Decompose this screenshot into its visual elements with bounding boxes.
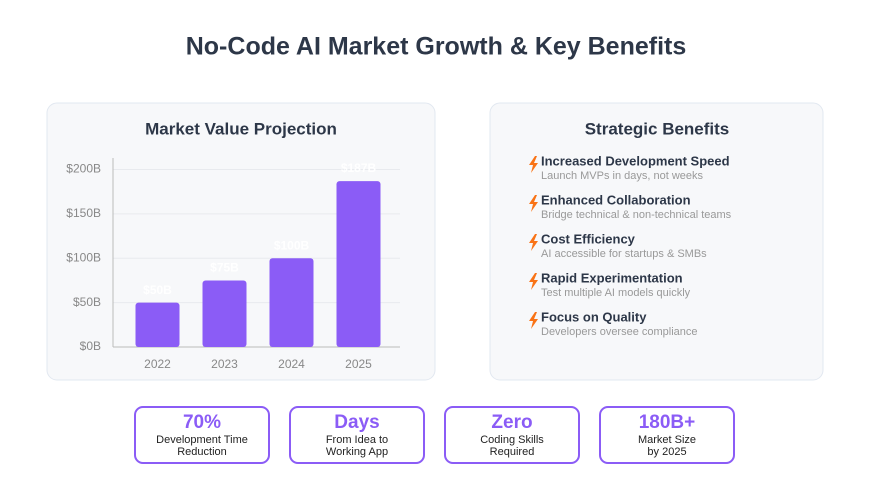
benefit-detail: Test multiple AI models quickly [541,287,691,299]
benefits-title: Strategic Benefits [585,119,730,138]
stat-caption: From Idea to [326,434,388,446]
stat-caption: Working App [326,446,388,458]
stat-card [444,406,580,464]
value-label: $50B [143,283,172,297]
bolt-icon [529,234,538,251]
chart-title: Market Value Projection [145,119,337,138]
stat-caption: Market Size [638,434,696,446]
stat-value: 70% [183,412,221,433]
x-tick-label: 2023 [211,357,238,371]
value-label: $75B [210,261,239,275]
stat-caption: Coding Skills [480,434,544,446]
page-title: No-Code AI Market Growth & Key Benefits [186,33,687,61]
benefit-heading: Cost Efficiency [541,231,636,246]
y-tick-label: $150B [66,206,101,220]
bolt-icon [529,273,538,290]
y-tick-label: $50B [73,295,101,309]
bar [336,181,381,347]
stat-card [289,406,425,464]
bolt-icon [529,312,538,329]
y-tick-label: $200B [66,162,101,176]
x-tick-label: 2022 [144,357,171,371]
y-tick-label: $100B [66,250,101,264]
stat-value: Days [334,412,379,433]
stat-value: 180B+ [639,412,696,433]
benefit-detail: Bridge technical & non-technical teams [541,209,732,221]
value-label: $100B [274,238,310,252]
stat-card [134,406,270,464]
stat-value: Zero [491,412,532,433]
benefit-detail: Launch MVPs in days, not weeks [541,170,704,182]
x-tick-label: 2025 [345,357,372,371]
bar [202,280,247,347]
benefit-heading: Increased Development Speed [541,153,730,168]
benefit-heading: Rapid Experimentation [541,270,683,285]
benefit-detail: AI accessible for startups & SMBs [541,248,707,260]
stat-caption: Reduction [177,446,227,458]
stat-caption: Development Time [156,434,248,446]
y-tick-label: $0B [80,339,101,353]
value-label: $187B [341,161,377,175]
stat-caption: by 2025 [647,446,686,458]
bar [135,302,180,347]
stat-caption: Required [490,446,535,458]
benefit-heading: Enhanced Collaboration [541,192,691,207]
benefit-heading: Focus on Quality [541,309,647,324]
benefit-detail: Developers oversee compliance [541,326,698,338]
benefits-card [489,102,824,381]
x-tick-label: 2024 [278,357,305,371]
stat-card [599,406,735,464]
bolt-icon [529,156,538,173]
bolt-icon [529,195,538,212]
bar [269,258,314,347]
